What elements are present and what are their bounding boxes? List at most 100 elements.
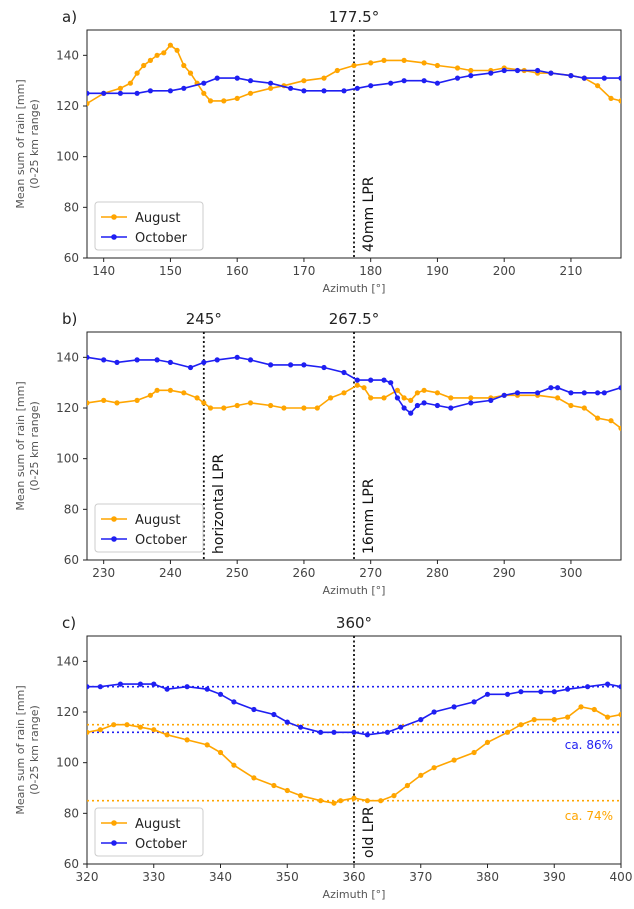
data-point-october: [501, 392, 507, 398]
x-tick-label: 190: [426, 264, 449, 278]
data-point-august: [361, 385, 367, 391]
data-point-august: [268, 85, 274, 91]
data-point-october: [418, 717, 424, 723]
data-point-october: [134, 90, 140, 96]
data-point-october: [217, 691, 224, 697]
x-axis-label: Azimuth [°]: [323, 282, 386, 295]
data-point-august: [184, 737, 190, 743]
data-point-august: [301, 78, 307, 84]
x-tick-label: 200: [493, 264, 516, 278]
y-tick-label: 80: [64, 200, 79, 214]
x-tick-label: 230: [92, 566, 115, 580]
vertical-marker-side-label: old LPR: [361, 806, 377, 858]
data-point-august: [434, 390, 440, 396]
data-point-august: [247, 90, 254, 96]
data-point-august: [124, 722, 130, 728]
y-axis-label-sub: (0-25 km range): [28, 99, 41, 189]
legend-box: [94, 201, 204, 251]
data-point-august: [351, 795, 357, 801]
data-point-october: [388, 80, 394, 86]
x-tick-label: 350: [276, 870, 299, 884]
data-point-october: [247, 78, 254, 84]
data-point-august: [401, 57, 407, 64]
data-point-august: [618, 425, 621, 431]
legend-label-october: October: [135, 533, 188, 548]
data-point-october: [434, 80, 440, 86]
data-point-october: [251, 706, 257, 713]
data-point-october: [468, 73, 474, 79]
data-point-august: [555, 395, 561, 401]
x-tick-label: 370: [409, 870, 432, 884]
data-point-august: [454, 65, 461, 71]
data-point-october: [137, 681, 143, 687]
data-point-august: [194, 395, 200, 401]
data-point-october: [321, 364, 327, 371]
data-point-august: [111, 722, 117, 728]
data-point-august: [231, 762, 237, 768]
legend-marker-october: [111, 840, 117, 846]
data-point-august: [301, 405, 307, 411]
data-point-october: [518, 689, 524, 695]
data-point-august: [134, 70, 140, 76]
data-point-august: [418, 772, 424, 778]
panel-b: 230 240 250 260 270 280 290 300 60 80 100 120 140 Azi…: [14, 310, 622, 597]
data-point-august: [618, 711, 621, 718]
y-axis-label-sub: (0-25 km range): [28, 401, 41, 491]
data-point-october: [585, 684, 591, 690]
vertical-marker-side-label: 40mm LPR: [361, 176, 377, 252]
x-axis-label: Azimuth [°]: [323, 888, 386, 901]
data-point-august: [468, 67, 474, 74]
data-point-august: [87, 729, 90, 735]
data-point-october: [471, 699, 477, 705]
data-point-august: [368, 60, 374, 66]
y-tick-label: 100: [56, 150, 79, 164]
data-point-august: [351, 62, 357, 69]
data-point-october: [555, 385, 561, 391]
data-point-october: [581, 390, 587, 396]
data-point-august: [378, 798, 384, 804]
data-point-august: [87, 100, 90, 107]
x-tick-label: 260: [292, 566, 315, 580]
data-point-august: [154, 52, 160, 58]
data-point-august: [207, 405, 214, 411]
data-point-october: [568, 390, 574, 396]
data-point-august: [381, 395, 387, 401]
x-tick-label: 380: [476, 870, 499, 884]
data-point-october: [167, 88, 173, 94]
y-tick-label: 120: [56, 401, 79, 415]
data-point-august: [147, 57, 153, 64]
data-point-august: [251, 775, 257, 781]
x-tick-label: 170: [292, 264, 315, 278]
data-point-october: [548, 70, 554, 76]
data-point-october: [394, 395, 400, 401]
data-point-august: [368, 395, 374, 401]
data-point-august: [484, 739, 491, 746]
data-point-october: [117, 681, 123, 687]
data-point-october: [214, 75, 220, 81]
percentage-annotation: ca. 74%: [565, 809, 613, 823]
data-point-august: [608, 418, 614, 424]
data-point-august: [618, 98, 621, 104]
data-point-october: [101, 357, 107, 363]
data-point-august: [341, 390, 347, 396]
data-point-october: [618, 75, 621, 81]
data-point-october: [204, 686, 210, 692]
data-point-october: [87, 354, 90, 360]
data-point-october: [398, 724, 404, 730]
data-point-october: [298, 724, 304, 730]
data-point-august: [134, 397, 140, 403]
legend-marker-october: [111, 536, 117, 542]
data-point-august: [221, 98, 227, 104]
data-point-august: [97, 727, 103, 733]
data-point-october: [164, 686, 170, 692]
data-point-august: [207, 98, 214, 104]
x-tick-label: 160: [226, 264, 249, 278]
data-point-august: [404, 782, 410, 789]
data-point-august: [164, 732, 170, 738]
panel-a: 140 150 160 170 180 190 200 210 60 80 100 120 140 Azi…: [14, 8, 622, 295]
data-point-october: [421, 400, 427, 406]
data-point-october: [167, 359, 173, 365]
data-point-august: [591, 706, 597, 713]
data-point-august: [201, 90, 207, 96]
data-point-october: [341, 88, 347, 94]
